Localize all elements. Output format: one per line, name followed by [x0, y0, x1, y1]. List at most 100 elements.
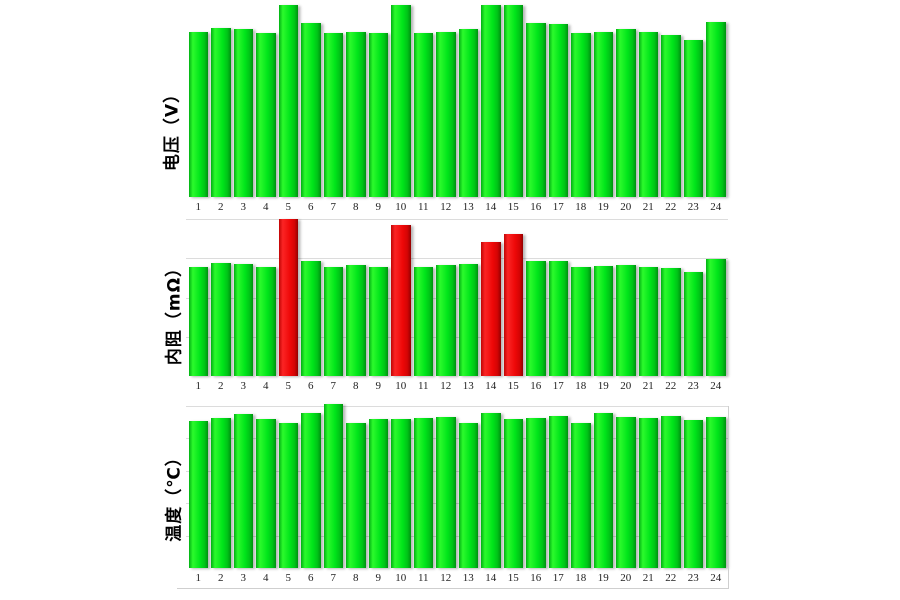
resistance-tick-23: 23: [687, 380, 699, 392]
resistance-tick-16: 16: [530, 380, 542, 392]
temperature-bar-20: [616, 416, 636, 568]
voltage-tick-14: 14: [485, 201, 497, 213]
voltage-tick-19: 19: [597, 201, 609, 213]
resistance-tick-5: 5: [285, 380, 292, 392]
resistance-tick-6: 6: [308, 380, 314, 392]
resistance-tick-22: 22: [665, 380, 677, 392]
voltage-bar-19: [593, 31, 613, 197]
voltage-bar-11: [413, 33, 433, 197]
resistance-tick-row: 1 2 3 4 5 6 7 8 9 10 11 12 13 14 15 16 17 18 19 20 21 22 23 24: [186, 379, 728, 393]
resistance-gridline: [186, 258, 728, 260]
temperature-tick-4: 4: [263, 572, 269, 584]
resistance-tick-15: 15: [507, 380, 519, 392]
resistance-bar-14: [481, 242, 501, 376]
temperature-tick-8: 8: [353, 572, 359, 584]
voltage-bar-14: [481, 4, 501, 197]
temperature-gridline: [186, 470, 728, 472]
temperature-tick-12: 12: [440, 572, 452, 584]
temperature-bar-23: [683, 419, 703, 568]
temperature-tick-14: 14: [485, 572, 497, 584]
resistance-bar-17: [548, 261, 568, 376]
resistance-gridline: [186, 297, 728, 299]
temperature-tick-22: 22: [665, 572, 677, 584]
temperature-bar-10: [391, 419, 411, 568]
resistance-tick-17: 17: [552, 380, 564, 392]
voltage-bar-18: [571, 33, 591, 197]
voltage-tick-2: 2: [218, 201, 224, 213]
voltage-tick-11: 11: [417, 201, 429, 213]
voltage-tick-7: 7: [330, 201, 337, 213]
temperature-tick-21: 21: [642, 572, 654, 584]
voltage-bar-1: [188, 31, 208, 197]
voltage-tick-row: 1 2 3 4 5 6 7 8 9 10 11 12 13 14 15 16 17 18 19 20 21 22 23 24: [186, 200, 728, 214]
resistance-gridline: [186, 219, 728, 220]
temperature-bar-7: [323, 404, 343, 568]
voltage-bar-8: [346, 31, 366, 197]
temperature-bar-14: [481, 413, 501, 568]
resistance-plot: [186, 219, 728, 376]
voltage-tick-1: 1: [195, 201, 202, 213]
voltage-bar-7: [323, 33, 343, 197]
resistance-tick-18: 18: [575, 380, 587, 392]
voltage-bar-6: [301, 22, 321, 197]
resistance-bar-11: [413, 267, 433, 376]
temperature-tick-19: 19: [597, 572, 609, 584]
temperature-gridline: [186, 438, 728, 440]
temperature-tick-row: 1 2 3 4 5 6 7 8 9 10 11 12 13 14 15 16 17 18 19 20 21 22 23 24: [186, 571, 728, 585]
resistance-gridline: [186, 336, 728, 338]
temperature-tick-2: 2: [218, 572, 224, 584]
voltage-tick-15: 15: [507, 201, 519, 213]
temperature-gridline: [186, 535, 728, 537]
voltage-bar-5: [278, 4, 298, 197]
voltage-bar-17: [548, 23, 568, 197]
voltage-bar-9: [368, 33, 388, 197]
voltage-bar-22: [661, 35, 681, 197]
resistance-tick-8: 8: [353, 380, 359, 392]
resistance-bar-24: [706, 259, 726, 376]
resistance-bar-1: [188, 266, 208, 376]
resistance-tick-14: 14: [485, 380, 497, 392]
voltage-tick-4: 4: [263, 201, 269, 213]
resistance-bar-7: [323, 267, 343, 376]
temperature-tick-5: 5: [285, 572, 292, 584]
resistance-bar-13: [458, 264, 478, 376]
temperature-tick-10: 10: [395, 572, 407, 584]
temperature-axis-label: 温度（℃）: [164, 448, 185, 542]
temperature-bar-19: [593, 413, 613, 568]
temperature-tick-15: 15: [507, 572, 519, 584]
voltage-tick-13: 13: [462, 201, 474, 213]
voltage-tick-6: 6: [308, 201, 314, 213]
resistance-tick-21: 21: [642, 380, 654, 392]
voltage-plot: [186, 3, 728, 197]
voltage-bar-20: [616, 29, 636, 197]
temperature-bar-13: [458, 423, 478, 568]
temperature-tick-23: 23: [687, 572, 699, 584]
temperature-bar-16: [526, 417, 546, 568]
temperature-bar-8: [346, 423, 366, 568]
resistance-bar-20: [616, 265, 636, 376]
resistance-bar-19: [593, 265, 613, 376]
resistance-bar-23: [683, 272, 703, 376]
voltage-tick-18: 18: [575, 201, 587, 213]
temperature-gridline: [186, 406, 728, 407]
voltage-bar-23: [683, 40, 703, 197]
voltage-tick-9: 9: [375, 201, 382, 213]
voltage-bar-10: [391, 4, 411, 197]
temperature-tick-13: 13: [462, 572, 474, 584]
temperature-bar-9: [368, 419, 388, 568]
resistance-tick-19: 19: [597, 380, 609, 392]
resistance-bar-3: [233, 264, 253, 376]
voltage-tick-23: 23: [687, 201, 699, 213]
resistance-bar-12: [436, 265, 456, 376]
resistance-tick-13: 13: [462, 380, 474, 392]
voltage-axis-label: 电压（V）: [162, 84, 183, 172]
voltage-tick-17: 17: [552, 201, 564, 213]
resistance-axis-label: 内阻（mΩ）: [164, 258, 185, 366]
resistance-tick-1: 1: [195, 380, 202, 392]
temperature-tick-16: 16: [530, 572, 542, 584]
temperature-tick-9: 9: [375, 572, 382, 584]
temperature-tick-3: 3: [240, 572, 247, 584]
voltage-tick-5: 5: [285, 201, 292, 213]
temperature-bar-15: [503, 418, 523, 568]
